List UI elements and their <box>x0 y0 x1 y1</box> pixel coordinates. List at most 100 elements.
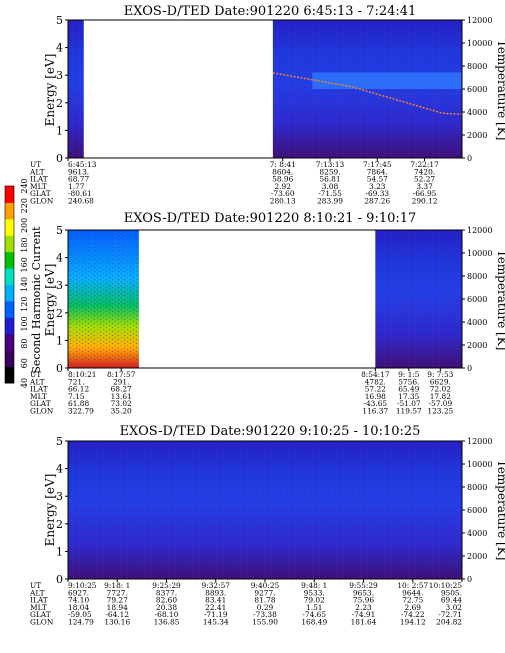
cell-ut: 9:25:29 <box>152 581 181 590</box>
colorbar-label: Second Harmonic Current <box>30 226 43 374</box>
cell-alt: 7727. <box>107 588 128 597</box>
cell-ilat: 82.60 <box>156 596 177 605</box>
cell-mlt: 2.69 <box>405 603 422 612</box>
spectrogram-panel-2: EXOS-D/TED Date:901220 8:10:21 - 9:10:17… <box>29 211 505 416</box>
cell-ilat: 79.02 <box>304 596 325 605</box>
panel-2-ylabel: Energy [eV] <box>43 264 57 337</box>
colorbar-cell <box>5 366 14 384</box>
cell-alt: 8604. <box>272 167 293 176</box>
colorbar-tick: 60 <box>20 358 29 368</box>
cell-ilat: 68.27 <box>111 385 132 394</box>
cell-ilat: 54.57 <box>367 175 388 184</box>
y-right-tick-label: 0 <box>467 575 472 584</box>
row-label: GLON <box>30 197 54 206</box>
cell-glon: 240.68 <box>68 197 94 206</box>
cell-glat: -71.19 <box>204 610 228 619</box>
y-right-tick-label: 10000 <box>467 39 492 48</box>
cell-glat: -68.10 <box>155 610 179 619</box>
row-label: ILAT <box>30 175 48 184</box>
y-right-tick-label: 12000 <box>467 437 492 446</box>
cell-glon: 130.16 <box>104 618 130 627</box>
y-tick-label: 4 <box>56 42 63 55</box>
y-right-tick-label: 4000 <box>467 108 487 117</box>
cell-glon: 145.34 <box>203 618 229 627</box>
y-tick-label: 4 <box>56 463 63 476</box>
cell-mlt: 2.92 <box>274 182 290 191</box>
cell-alt: 7864. <box>367 167 388 176</box>
panel-1-plot-area: 0 1 2 3 4 5 0 2000 4000 6000 8000 10000 12000 UTALTIL… <box>29 14 492 206</box>
colorbar-tick: 200 <box>20 218 29 233</box>
cell-ut: 9:32:57 <box>202 581 231 590</box>
cell-ilat: 81.78 <box>254 596 275 605</box>
temperature-line <box>272 72 463 115</box>
row-label: UT <box>30 370 41 379</box>
y-tick-label: 0 <box>56 152 63 165</box>
cell-alt: 291. <box>113 377 129 386</box>
y-right-tick-label: 12000 <box>467 226 492 235</box>
row-label: ILAT <box>30 385 48 394</box>
cell-mlt: 17.82 <box>430 392 451 401</box>
data-block-texture <box>68 230 139 368</box>
cell-ilat: 56.81 <box>319 175 340 184</box>
cell-alt: 9613. <box>68 167 89 176</box>
cell-ilat: 79.27 <box>107 596 128 605</box>
panel-3-ylabel: Energy [eV] <box>43 474 57 547</box>
y-tick-label: 5 <box>56 14 63 27</box>
cell-glat: -64.12 <box>105 610 129 619</box>
cell-ut: 7:13:13 <box>316 160 345 169</box>
cell-mlt: 3.08 <box>322 182 339 191</box>
cell-mlt: 7.15 <box>68 392 85 401</box>
y-tick-label: 0 <box>56 573 63 586</box>
row-label: GLAT <box>30 189 51 198</box>
cell-glon: 136.85 <box>154 618 180 627</box>
cell-ilat: 75.96 <box>353 596 374 605</box>
colorbar-cell <box>5 317 14 335</box>
y-right-tick-label: 4000 <box>467 318 487 327</box>
cell-alt: 9644. <box>402 588 423 597</box>
panel-1-ylabel: Energy [eV] <box>43 54 57 127</box>
colorbar-cell <box>5 202 14 220</box>
colorbar-tick: 140 <box>20 277 29 292</box>
cell-mlt: 3.23 <box>369 182 386 191</box>
cell-glat: -74.65 <box>302 610 326 619</box>
cell-mlt: 0.29 <box>257 603 274 612</box>
row-label: GLON <box>30 618 54 627</box>
y-right-tick-label: 2000 <box>467 552 487 561</box>
cell-alt: 4782. <box>365 377 386 386</box>
y-right-tick-label: 8000 <box>467 272 487 281</box>
cell-glon: 168.49 <box>301 618 327 627</box>
y-tick-label: 2 <box>56 97 63 110</box>
colorbar-cell <box>5 251 14 269</box>
cell-ut: 8:10:21 <box>68 370 97 379</box>
y-right-tick-label: 2000 <box>467 131 487 140</box>
cell-ut: 9: 7:53 <box>427 370 453 379</box>
panel-2-title: EXOS-D/TED Date:901220 8:10:21 - 9:10:17 <box>124 211 417 226</box>
y-right-tick-label: 10000 <box>467 249 492 258</box>
colorbar-tick: 220 <box>20 198 29 213</box>
cell-ilat: 83.41 <box>205 596 226 605</box>
colorbar-cell <box>5 300 14 318</box>
cell-ilat: 58.96 <box>272 175 293 184</box>
cell-glat: -71.55 <box>318 189 342 198</box>
cell-glat: -57.09 <box>429 399 453 408</box>
row-label: GLAT <box>30 610 51 619</box>
cell-alt: 9533. <box>304 588 325 597</box>
colorbar-cell <box>5 268 14 285</box>
y-right-tick-label: 0 <box>467 154 472 163</box>
row-label: ILAT <box>30 596 48 605</box>
panel-3-ylabel-right: Temperature [K] <box>495 460 505 561</box>
cell-mlt: 22.41 <box>205 603 226 612</box>
y-right-tick-label: 4000 <box>467 529 487 538</box>
cell-ut: 8:54:17 <box>361 370 390 379</box>
cell-mlt: 3.02 <box>446 603 462 612</box>
y-right-tick-label: 2000 <box>467 341 487 350</box>
cell-ut: 9:48: 1 <box>301 581 327 590</box>
cell-glon: 35.20 <box>111 407 132 416</box>
y-tick-label: 1 <box>56 334 63 347</box>
cell-ut: 10: 2:57 <box>397 581 428 590</box>
cell-glat: -69.33 <box>365 189 389 198</box>
cell-ilat: 72.02 <box>430 385 451 394</box>
cell-mlt: 17.35 <box>398 392 419 401</box>
cell-ut: 10:10:25 <box>429 581 462 590</box>
cell-glat: 61.88 <box>68 399 89 408</box>
